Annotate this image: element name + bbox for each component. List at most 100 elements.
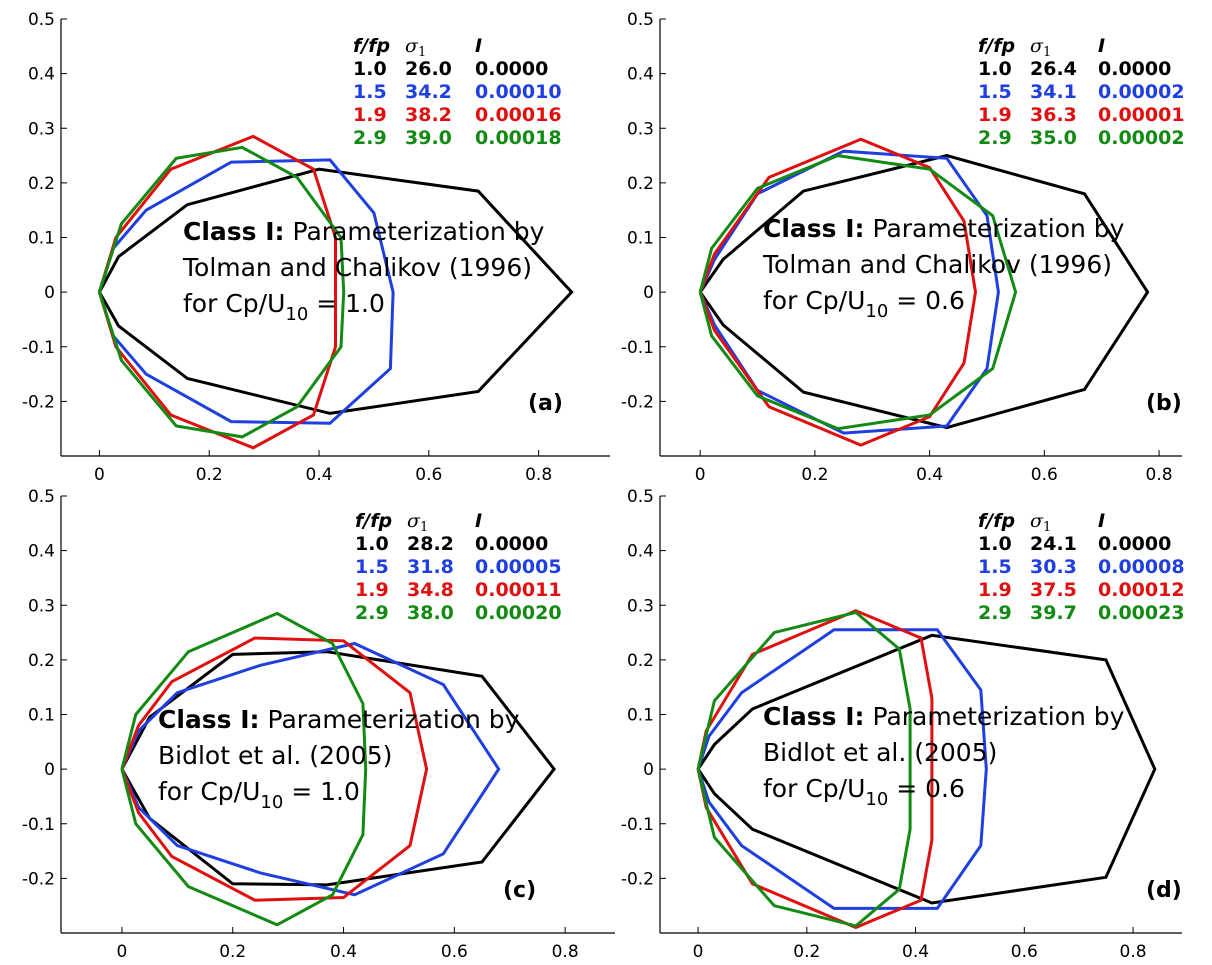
legend-cell: 1.0 xyxy=(353,58,387,80)
series-line-4 xyxy=(696,610,912,928)
legend-cell: 1.9 xyxy=(355,579,389,601)
series-line-1 xyxy=(98,167,574,415)
x-tick-label: 0.2 xyxy=(801,465,828,485)
x-tick-label: 0 xyxy=(693,942,704,962)
annotation-line-2: Tolman and Chalikov (1996) xyxy=(762,250,1112,279)
legend-cell: 0.00020 xyxy=(475,602,562,624)
legend-cell: 28.2 xyxy=(407,533,454,555)
y-tick-label: -0.1 xyxy=(621,338,654,358)
y-tick-label: 0.4 xyxy=(28,542,55,562)
y-tick-label: 0.2 xyxy=(627,174,654,194)
y-tick-label: -0.1 xyxy=(22,815,55,835)
x-tick-label: 0.4 xyxy=(330,942,357,962)
legend-cell: 37.5 xyxy=(1030,579,1077,601)
legend-cell: 0.00010 xyxy=(475,81,562,103)
series-line-4 xyxy=(120,611,368,927)
y-tick-label: 0 xyxy=(44,283,55,303)
legend: f/fp σ1 I 1.0 26.4 0.0000 1.5 34.1 0.00002 1.9 36.… xyxy=(978,35,1185,149)
legend-cell: 0.00005 xyxy=(475,556,562,578)
legend-cell: 39.7 xyxy=(1030,602,1077,624)
legend-cell: 39.0 xyxy=(405,127,452,149)
x-tick-label: 0.8 xyxy=(525,465,552,485)
annotation-line-1: Class I: Parameterization by xyxy=(183,217,545,246)
panel-label: (b) xyxy=(1146,391,1182,416)
legend-header: I xyxy=(1098,35,1105,57)
legend-cell: 34.1 xyxy=(1030,81,1077,103)
panel-label: (d) xyxy=(1146,878,1182,903)
y-tick-label: 0 xyxy=(44,760,55,780)
legend-cell: 0.00012 xyxy=(1098,579,1185,601)
x-tick-label: 0 xyxy=(117,942,128,962)
x-tick-label: 0.2 xyxy=(219,942,246,962)
x-tick-label: 0.2 xyxy=(196,465,223,485)
annotation-line-2: Tolman and Chalikov (1996) xyxy=(182,253,532,282)
annotation: Class I: Parameterization by Tolman and C… xyxy=(762,214,1125,322)
y-tick-label: 0.1 xyxy=(28,706,55,726)
series-line-1 xyxy=(698,154,1150,430)
y-tick-label: 0.5 xyxy=(28,487,55,507)
legend-cell: 31.8 xyxy=(407,556,454,578)
y-tick-label: 0 xyxy=(643,760,654,780)
legend-cell: 35.0 xyxy=(1030,127,1077,149)
legend-header: I xyxy=(475,35,482,57)
legend-header: f/fp xyxy=(978,35,1015,57)
legend-cell: 2.9 xyxy=(355,602,389,624)
legend-cell: 2.9 xyxy=(978,602,1012,624)
y-tick-label: 0.3 xyxy=(28,119,55,139)
series-line-2 xyxy=(120,641,501,897)
legend-cell: 1.5 xyxy=(978,81,1012,103)
y-tick-label: 0.4 xyxy=(28,65,55,85)
legend-cell: 0.00018 xyxy=(475,127,562,149)
x-tick-label: 0.6 xyxy=(1031,465,1058,485)
y-tick-label: 0.3 xyxy=(627,596,654,616)
x-tick-label: 0.2 xyxy=(793,942,820,962)
annotation: Class I: Parameterization by Bidlot et al… xyxy=(763,702,1125,810)
x-tick-label: 0.6 xyxy=(415,465,442,485)
x-tick-label: 0.6 xyxy=(1011,942,1038,962)
legend-cell: 2.9 xyxy=(978,127,1012,149)
y-tick-label: 0.2 xyxy=(28,174,55,194)
annotation-line-3: for Cp/U10 = 1.0 xyxy=(183,289,385,325)
annotation: Class I: Parameterization by Tolman and C… xyxy=(182,217,545,325)
panel-b: -0.2 -0.1 0 0.1 0.2 0.3 0.4 0.5 0 0.2 0.4 0.6 0.8 f/f… xyxy=(621,10,1185,485)
legend-header: I xyxy=(475,510,482,532)
y-tick-label: -0.2 xyxy=(22,392,55,412)
series-line-1 xyxy=(696,633,1157,905)
series-line-4 xyxy=(97,145,346,439)
legend-cell: 1.0 xyxy=(978,533,1012,555)
y-tick-label: 0.5 xyxy=(28,10,55,30)
legend-cell: 0.0000 xyxy=(475,533,548,555)
legend-cell: 0.00008 xyxy=(1098,556,1185,578)
legend-cell: 38.0 xyxy=(407,602,454,624)
legend: f/fp σ1 I 1.0 26.0 0.0000 1.5 34.2 0.00010 1.9 38.… xyxy=(353,35,562,149)
x-tick-label: 0.8 xyxy=(552,942,579,962)
legend-cell: 24.1 xyxy=(1030,533,1077,555)
legend-cell: 0.00011 xyxy=(475,579,562,601)
legend-header: σ1 xyxy=(1030,510,1051,535)
legend-header: f/fp xyxy=(355,510,392,532)
legend-cell: 26.4 xyxy=(1030,58,1077,80)
legend-cell: 0.0000 xyxy=(475,58,548,80)
x-tick-label: 0 xyxy=(695,465,706,485)
y-tick-label: 0.2 xyxy=(28,651,55,671)
x-tick-label: 0.4 xyxy=(916,465,943,485)
x-tick-label: 0.8 xyxy=(1120,942,1147,962)
legend-cell: 34.8 xyxy=(407,579,454,601)
annotation-line-1: Class I: Parameterization by xyxy=(763,702,1125,731)
y-tick-label: 0.1 xyxy=(627,706,654,726)
annotation-line-1: Class I: Parameterization by xyxy=(158,705,520,734)
y-tick-label: -0.2 xyxy=(621,392,654,412)
legend-cell: 1.9 xyxy=(978,579,1012,601)
legend-cell: 36.3 xyxy=(1030,104,1077,126)
x-tick-label: 0.4 xyxy=(306,465,333,485)
series-line-3 xyxy=(698,137,978,447)
y-tick-label: -0.2 xyxy=(621,869,654,889)
series-line-3 xyxy=(97,134,337,450)
series-line-4 xyxy=(698,154,1018,431)
legend-cell: 0.00001 xyxy=(1098,104,1185,126)
legend-header: f/fp xyxy=(978,510,1015,532)
legend-header: σ1 xyxy=(407,510,428,535)
panel-d: -0.2 -0.1 0 0.1 0.2 0.3 0.4 0.5 0 0.2 0.4 0.6 0.8 f/f… xyxy=(621,487,1185,962)
annotation: Class I: Parameterization by Bidlot et al… xyxy=(158,705,520,813)
legend-cell: 1.0 xyxy=(978,58,1012,80)
